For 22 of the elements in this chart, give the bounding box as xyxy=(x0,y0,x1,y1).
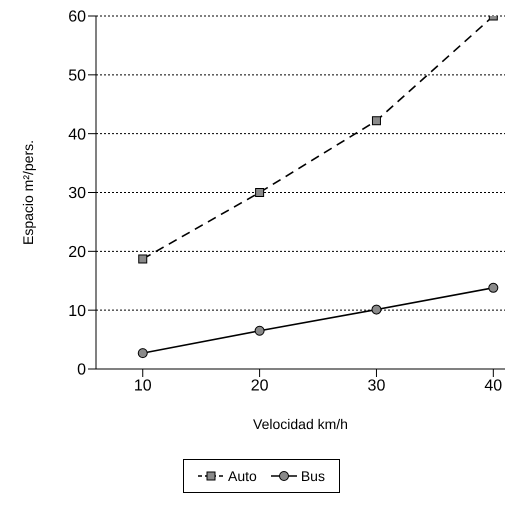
point xyxy=(372,116,381,126)
point xyxy=(255,188,264,197)
y-tick-label: 40 xyxy=(68,126,86,144)
legend-label: Bus xyxy=(300,468,325,484)
point xyxy=(371,304,382,315)
point xyxy=(488,282,498,293)
y-tick-label: 60 xyxy=(68,8,86,26)
x-tick-label: 30 xyxy=(368,377,386,394)
point xyxy=(254,326,265,336)
y-tick-label: 30 xyxy=(68,185,86,202)
x-axis-title: Velocidad km/h xyxy=(253,416,348,432)
y-tick-label: 20 xyxy=(68,244,86,262)
x-tick-label: 40 xyxy=(484,377,502,394)
y-tick-label: 10 xyxy=(68,302,86,320)
y-tick-label: 0 xyxy=(77,362,86,379)
legend-label: Auto xyxy=(228,468,257,484)
point xyxy=(138,348,148,358)
point xyxy=(138,254,148,264)
x-tick-label: 10 xyxy=(134,377,152,394)
x-tick-label: 20 xyxy=(250,377,269,394)
y-axis-title: Espacio m²/pers. xyxy=(20,140,36,246)
y-tick-label: 50 xyxy=(68,68,86,85)
